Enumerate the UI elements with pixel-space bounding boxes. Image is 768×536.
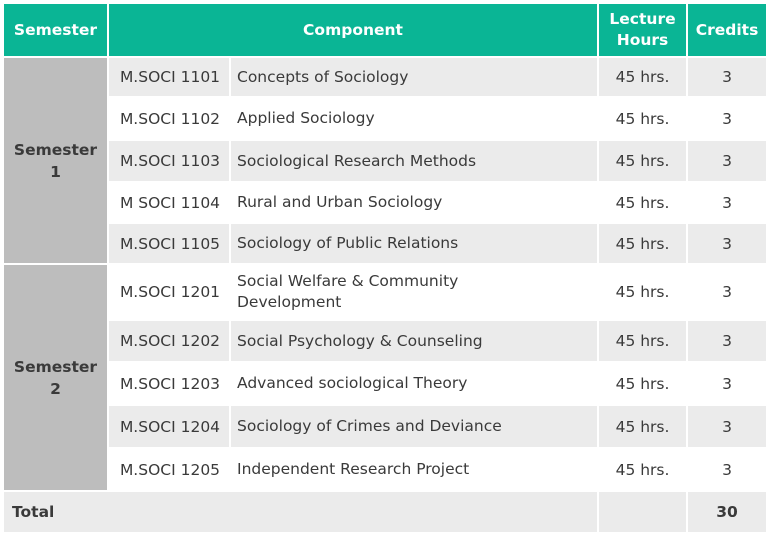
table-row: M.SOCI 1105 Sociology of Public Relation… [3,222,768,265]
course-name: Sociology of Crimes and Deviance [228,404,600,449]
table-row: Semester 2 M.SOCI 1201 Social Welfare & … [2,263,768,492]
course-code: M.SOCI 1204 [107,404,231,449]
course-hours: 45 hrs. [597,404,689,449]
course-code: M.SOCI 1202 [107,319,231,363]
course-credits: 3 [686,319,768,363]
course-hours: 45 hrs. [597,96,689,141]
course-hours: 45 hrs. [597,447,689,492]
course-hours: 45 hrs. [597,56,689,98]
course-name: Advanced sociological Theory [228,361,600,406]
header-row: Semester Component Lecture Hours Credits [2,2,768,58]
header-lecture-hours: Lecture Hours [597,2,689,58]
table-row: M.SOCI 1205 Independent Research Project… [3,447,768,492]
table-row: M.SOCI 1203 Advanced sociological Theory… [3,361,768,406]
course-credits: 3 [686,263,768,321]
course-name: Sociology of Public Relations [228,222,600,265]
total-credits: 30 [686,490,768,534]
table-row: M.SOCI 1103 Sociological Research Method… [3,139,768,183]
course-name: Applied Sociology [228,96,600,141]
course-credits: 3 [686,404,768,449]
course-credits: 3 [686,96,768,141]
course-name: Social Welfare & Community Development [228,263,600,321]
course-hours: 45 hrs. [597,181,689,224]
course-name: Sociological Research Methods [228,139,600,183]
table-row: M.SOCI 1102 Applied Sociology 45 hrs. 3 [3,96,768,141]
course-hours: 45 hrs. [597,139,689,183]
header-semester: Semester [2,2,109,58]
course-code: M.SOCI 1203 [107,361,231,406]
table-row: Semester 1 M.SOCI 1101 Concepts of Socio… [2,56,768,265]
course-hours: 45 hrs. [597,361,689,406]
table-row: M SOCI 1104 Rural and Urban Sociology 45… [3,181,768,224]
course-code: M.SOCI 1101 [107,56,231,98]
course-credits: 3 [686,181,768,224]
course-code: M.SOCI 1102 [107,96,231,141]
course-name: Social Psychology & Counseling [228,319,600,363]
course-hours: 45 hrs. [597,319,689,363]
course-code: M.SOCI 1105 [107,222,231,265]
total-row: Total 30 [1,490,768,534]
course-code: M.SOCI 1205 [107,447,231,492]
semester-1-label: Semester 1 [2,56,109,265]
course-hours: 45 hrs. [597,222,689,265]
course-name: Rural and Urban Sociology [228,181,600,224]
course-code: M.SOCI 1201 [107,263,231,321]
course-name: Concepts of Sociology [228,56,600,98]
total-hours [597,490,689,534]
course-code: M SOCI 1104 [107,181,231,224]
course-credits: 3 [686,56,768,98]
course-hours: 45 hrs. [597,263,689,321]
table-row: M.SOCI 1204 Sociology of Crimes and Devi… [3,404,768,449]
course-credits: 3 [686,361,768,406]
semester-2-label: Semester 2 [2,263,109,492]
course-credits: 3 [686,222,768,265]
course-code: M.SOCI 1103 [107,139,231,183]
header-credits: Credits [686,2,768,58]
total-label: Total [1,490,600,534]
course-credits: 3 [686,139,768,183]
table-row: M.SOCI 1202 Social Psychology & Counseli… [3,319,768,363]
course-credits: 3 [686,447,768,492]
course-name: Independent Research Project [228,447,600,492]
header-component: Component [106,2,600,58]
